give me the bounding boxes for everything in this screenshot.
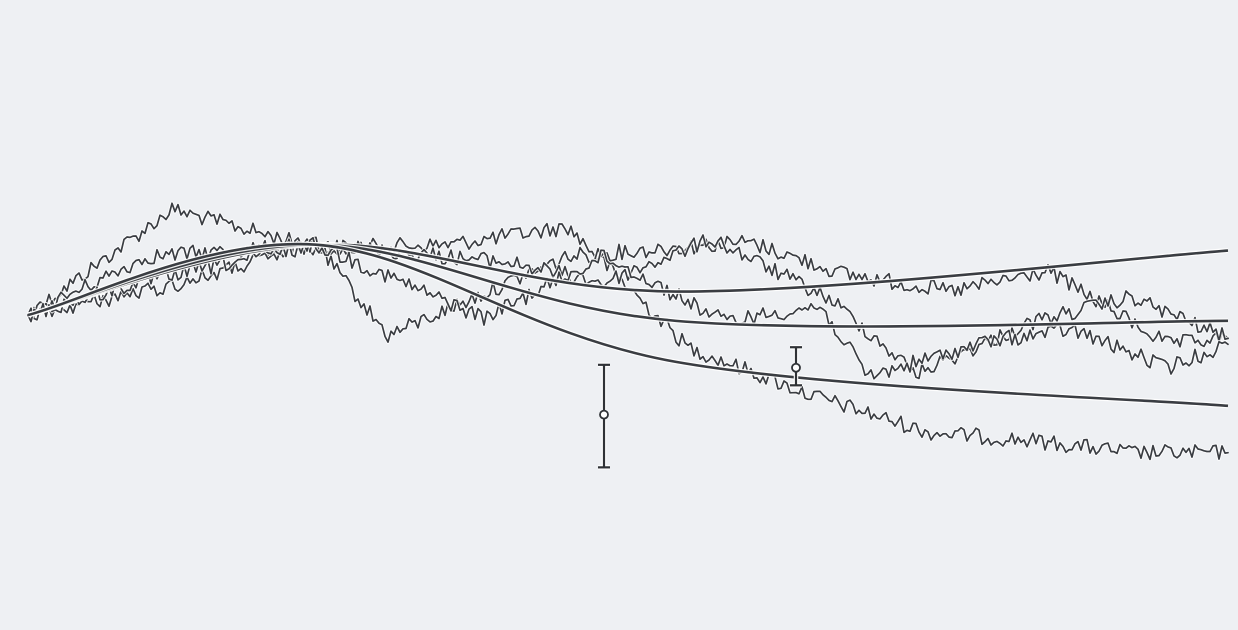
error-bar-1 [598, 362, 610, 470]
error-bar-2-point [791, 362, 801, 373]
walk-line-6 [27, 234, 1229, 380]
error-bar-1-point [599, 409, 609, 420]
walk-line-7 [27, 236, 1229, 380]
band-curve-group [27, 241, 1229, 409]
band-curve-3 [27, 242, 1229, 408]
band-curve-2 [27, 243, 1229, 328]
error-bar-2 [790, 344, 802, 388]
random-walk-group [26, 201, 1230, 462]
